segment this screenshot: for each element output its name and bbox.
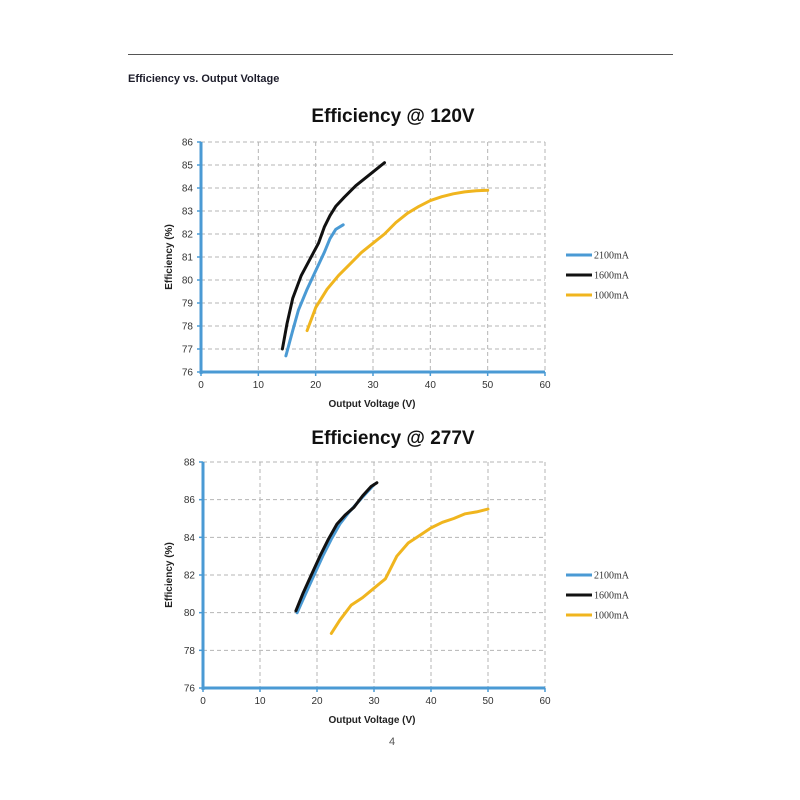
series-line-1600mA	[294, 481, 379, 613]
y-tick-label: 84	[184, 533, 196, 544]
page-number: 4	[388, 736, 396, 748]
y-tick-label: 88	[184, 458, 196, 469]
y-tick-label: 80	[184, 608, 196, 619]
legend-label-1000mA: 1000mA	[594, 611, 630, 622]
x-tick-label: 0	[200, 696, 206, 707]
y-tick-label: 81	[182, 253, 194, 264]
chart-title: Efficiency @ 120V	[311, 106, 475, 127]
x-tick-label: 30	[367, 380, 379, 391]
efficiency-120v-chart: Efficiency @ 120V 0 10 20 30 40 50 60 76 77 78 79 80…	[164, 106, 630, 410]
series-line-1000mA	[329, 507, 490, 635]
y-tick-label: 83	[182, 207, 194, 218]
y-tick-label: 80	[182, 276, 194, 287]
legend-label-1600mA: 1600mA	[594, 271, 630, 282]
y-tick-label: 79	[182, 299, 194, 310]
chart-title: Efficiency @ 277V	[311, 428, 475, 449]
y-tick-label: 85	[182, 161, 194, 172]
y-tick-label: 84	[182, 184, 194, 195]
legend-label-1600mA: 1600mA	[594, 591, 630, 602]
y-axis-label: Efficiency (%)	[164, 542, 175, 608]
y-tick-label: 78	[182, 322, 194, 333]
x-tick-label: 50	[482, 696, 494, 707]
series-line-1600mA	[280, 161, 386, 351]
legend-label-1000mA: 1000mA	[594, 291, 630, 302]
x-tick-label: 10	[253, 380, 265, 391]
x-tick-label: 50	[482, 380, 494, 391]
y-tick-label: 82	[182, 230, 194, 241]
y-tick-label: 78	[184, 646, 196, 657]
y-tick-label: 76	[184, 684, 196, 695]
x-tick-label: 10	[254, 696, 266, 707]
y-tick-label: 77	[182, 345, 194, 356]
y-tick-label: 86	[184, 495, 196, 506]
x-tick-label: 20	[310, 380, 322, 391]
x-tick-label: 60	[539, 696, 551, 707]
legend-label-2100mA: 2100mA	[594, 251, 630, 262]
series-line-1000mA	[305, 188, 490, 333]
x-tick-label: 0	[198, 380, 204, 391]
x-axis-label: Output Voltage (V)	[328, 399, 415, 410]
x-tick-label: 40	[425, 696, 437, 707]
y-tick-label: 82	[184, 571, 196, 582]
y-tick-label: 86	[182, 138, 194, 149]
series-line-2100mA	[284, 223, 345, 358]
legend-label-2100mA: 2100mA	[594, 571, 630, 582]
x-tick-label: 30	[368, 696, 380, 707]
top-rule	[128, 54, 673, 55]
x-tick-label: 60	[539, 380, 551, 391]
section-heading: Efficiency vs. Output Voltage	[128, 73, 280, 85]
x-tick-label: 20	[311, 696, 323, 707]
x-tick-label: 40	[425, 380, 437, 391]
y-axis-label: Efficiency (%)	[164, 224, 175, 290]
series-line-2100mA	[295, 483, 376, 615]
x-axis-label: Output Voltage (V)	[328, 715, 415, 726]
efficiency-277v-chart: Efficiency @ 277V 0 10 20 30 40 50 60 76 78 80 82 84…	[164, 428, 630, 726]
y-tick-label: 76	[182, 368, 194, 379]
